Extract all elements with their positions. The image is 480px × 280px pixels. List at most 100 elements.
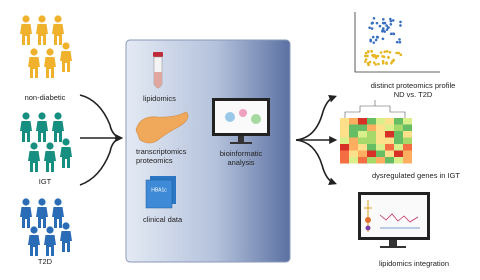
heat-cell	[340, 157, 349, 164]
scatter-dot	[398, 38, 401, 41]
scatter-dot	[372, 17, 376, 20]
scatter-dot	[368, 60, 372, 64]
scatter-dot	[389, 19, 393, 23]
group-label: non-diabetic	[25, 93, 66, 102]
heat-cell	[376, 144, 385, 151]
heat-cell	[340, 137, 349, 144]
scatter-dot	[381, 60, 385, 63]
scatter-dot	[382, 21, 386, 25]
card-label: HBA1c	[151, 187, 167, 193]
heat-cell	[394, 131, 403, 138]
scatter-dot	[385, 24, 388, 27]
output-label: distinct proteomics profile	[371, 81, 456, 90]
heat-cell	[394, 137, 403, 144]
monitor-icon	[212, 98, 270, 144]
heat-cell	[376, 157, 385, 164]
heat-cell	[376, 150, 385, 157]
heat-cell	[358, 137, 367, 144]
scatter-dot	[389, 23, 393, 26]
heat-cell	[358, 118, 367, 125]
scatter-dot	[375, 35, 379, 39]
heat-cell	[376, 124, 385, 131]
output-label: dysregulated genes in IGT	[372, 171, 460, 180]
scatter-dot	[389, 32, 393, 36]
scatter-dot	[364, 60, 367, 63]
group-label: IGT	[39, 177, 52, 186]
heat-cell	[403, 150, 412, 157]
scatter-dot	[374, 54, 378, 58]
arrow	[295, 94, 337, 141]
scatter-dot	[381, 61, 385, 65]
arrow	[295, 139, 337, 186]
heat-cell	[403, 137, 412, 144]
heat-cell	[403, 124, 412, 131]
scatter-dot	[397, 51, 401, 55]
scatter-dot	[378, 24, 382, 28]
heat-cell	[385, 118, 394, 125]
heat-cell	[367, 137, 376, 144]
lipid-tube	[153, 52, 163, 89]
scatter-dot	[383, 50, 387, 54]
scatter-dot	[385, 50, 389, 53]
heat-cell	[349, 118, 358, 125]
heat-cell	[367, 150, 376, 157]
group-t2d	[20, 198, 72, 256]
heatmap	[340, 100, 412, 164]
scatter-dot	[368, 26, 371, 30]
scatter-dot	[370, 27, 374, 30]
scatter-dot	[374, 63, 377, 66]
scatter-dot	[377, 62, 380, 66]
scatter-dot	[379, 51, 383, 54]
lipid-monitor	[358, 192, 430, 248]
analysis-label: analysis	[227, 158, 254, 167]
heat-cell	[349, 157, 358, 164]
scatter-dot	[388, 50, 392, 54]
scatter-dot	[376, 54, 380, 58]
heat-cell	[367, 124, 376, 131]
scatter-dot	[399, 20, 402, 24]
scatter-dot	[395, 40, 399, 44]
heat-cell	[367, 157, 376, 164]
heat-cell	[385, 144, 394, 151]
scatter-dot	[364, 51, 368, 55]
heat-cell	[403, 131, 412, 138]
heat-cell	[376, 118, 385, 125]
heat-cell	[403, 144, 412, 151]
heat-cell	[394, 118, 403, 125]
heat-cell	[358, 157, 367, 164]
scatter-dot	[385, 62, 388, 65]
heat-cell	[349, 131, 358, 138]
scatter-dot	[371, 21, 374, 25]
scatter-dot	[381, 54, 384, 58]
group-igt	[20, 112, 72, 172]
scatter-dot	[389, 17, 392, 21]
lipidomics-label: lipidomics	[143, 94, 176, 103]
heat-cell	[385, 137, 394, 144]
clinical-label: clinical data	[143, 215, 183, 224]
scatter-dot	[363, 54, 367, 58]
scatter-dot	[395, 51, 398, 55]
scatter-dot	[391, 19, 395, 22]
heat-cell	[367, 118, 376, 125]
arrow	[79, 94, 121, 139]
heat-cell	[394, 157, 403, 164]
scatter-dot	[366, 54, 369, 58]
clinical-cards: HBA1c	[145, 176, 176, 209]
heat-cell	[349, 137, 358, 144]
scatter-dot	[364, 58, 368, 61]
scatter-dot	[392, 32, 395, 35]
heat-cell	[403, 157, 412, 164]
scatter-dot	[387, 56, 390, 59]
scatter-dot	[398, 40, 402, 44]
omics-label: transcriptomics	[136, 147, 187, 156]
heat-cell	[340, 118, 349, 125]
group-label: T2D	[38, 257, 53, 266]
heat-cell	[358, 131, 367, 138]
scatter-dot	[367, 50, 370, 54]
heat-cell	[385, 131, 394, 138]
scatter-dot	[375, 21, 379, 25]
arrow	[79, 137, 121, 186]
heat-cell	[349, 124, 358, 131]
scatter-dot	[369, 39, 373, 43]
